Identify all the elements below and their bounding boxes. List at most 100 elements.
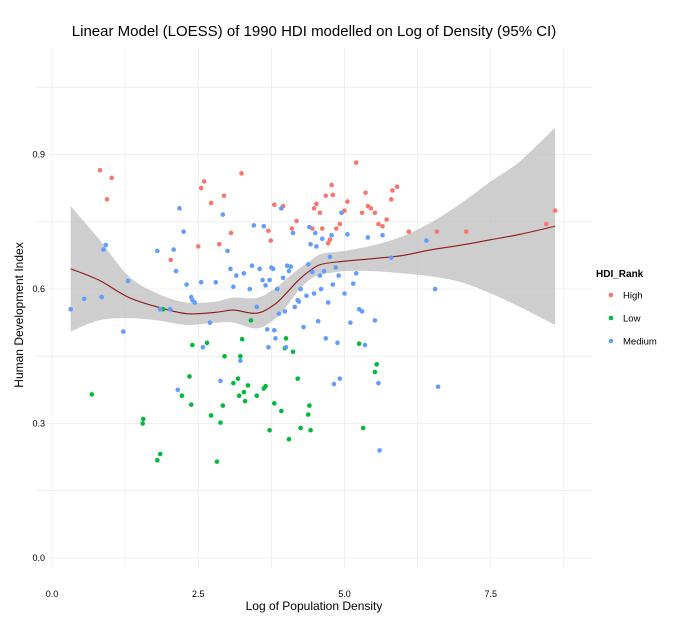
data-point-medium	[181, 229, 186, 234]
data-point-medium	[318, 286, 324, 292]
data-point-medium	[254, 304, 260, 310]
legend-title: HDI_Rank	[596, 269, 644, 280]
data-point-medium	[325, 300, 331, 305]
data-point-medium	[298, 286, 303, 292]
data-point-low	[248, 318, 254, 323]
data-point-medium	[314, 244, 319, 249]
data-point-medium	[288, 264, 293, 269]
x-axis-label: Log of Population Density	[246, 599, 383, 613]
data-point-medium	[339, 210, 344, 216]
data-point-medium	[315, 318, 321, 324]
data-point-medium	[103, 242, 109, 248]
data-point-low	[214, 459, 220, 464]
data-point-low	[140, 416, 146, 422]
data-point-high	[201, 179, 207, 184]
data-point-low	[263, 384, 268, 389]
data-point-high	[208, 200, 214, 206]
data-point-medium	[192, 300, 198, 305]
data-point-medium	[362, 342, 368, 348]
data-point-medium	[228, 266, 233, 272]
data-point-high	[406, 229, 412, 234]
data-point-low	[190, 342, 195, 348]
data-point-low	[356, 341, 362, 347]
data-point-low	[231, 380, 236, 386]
data-point-high	[463, 229, 469, 234]
data-point-medium	[342, 291, 347, 296]
data-point-medium	[184, 282, 189, 287]
data-point-medium	[270, 266, 276, 272]
data-point-medium	[389, 255, 394, 260]
confidence-band-layer	[70, 127, 556, 332]
data-point-high	[221, 193, 227, 199]
data-point-medium	[198, 279, 204, 285]
legend-key-low	[608, 315, 614, 321]
legend-label-medium: Medium	[623, 337, 657, 348]
data-point-medium	[264, 327, 270, 332]
y-tick-label: 0.9	[32, 150, 45, 160]
data-point-low	[286, 436, 292, 442]
x-tick-label: 0.0	[46, 589, 59, 599]
data-point-medium	[312, 230, 318, 236]
data-point-high	[104, 197, 110, 202]
data-point-low	[279, 408, 284, 414]
data-point-high	[380, 223, 385, 229]
legend-key-medium	[608, 338, 614, 344]
data-point-high	[394, 184, 400, 190]
data-point-high	[289, 226, 295, 231]
data-point-high	[311, 206, 317, 211]
data-point-high	[389, 197, 394, 202]
x-tick-label: 5.0	[338, 589, 351, 599]
data-point-medium	[238, 358, 243, 364]
data-point-high	[384, 217, 389, 222]
data-point-medium	[365, 235, 371, 240]
data-point-low	[179, 393, 185, 399]
data-point-medium	[290, 230, 296, 236]
data-point-medium	[257, 266, 262, 272]
data-point-high	[319, 226, 325, 231]
data-point-medium	[330, 282, 336, 287]
data-point-low	[245, 383, 251, 388]
data-point-high	[323, 193, 329, 199]
data-point-medium	[121, 329, 126, 334]
data-point-medium	[157, 306, 163, 312]
fit-line-layer	[70, 225, 556, 315]
data-point-medium	[241, 271, 247, 276]
loess-fit-line	[70, 225, 556, 315]
data-point-high	[363, 190, 368, 195]
data-point-low	[222, 353, 227, 359]
data-point-low	[236, 393, 242, 399]
data-point-high	[434, 229, 440, 234]
data-point-medium	[175, 387, 181, 393]
data-point-low	[239, 336, 245, 342]
data-point-medium	[323, 336, 329, 341]
x-tick-label: 7.5	[484, 589, 497, 599]
data-point-high	[345, 199, 350, 204]
data-point-low	[308, 427, 313, 433]
data-point-medium	[99, 294, 105, 300]
y-tick-label: 0.6	[32, 284, 45, 294]
data-point-medium	[327, 254, 333, 260]
data-point-high	[195, 244, 201, 249]
data-point-low	[218, 420, 223, 425]
legend-label-high: High	[623, 291, 643, 302]
data-point-high	[368, 206, 374, 211]
series-low	[89, 306, 379, 464]
data-point-medium	[225, 248, 230, 254]
data-point-medium	[279, 206, 284, 211]
data-point-low	[307, 403, 312, 408]
data-point-medium	[296, 299, 302, 304]
data-point-high	[327, 237, 333, 243]
data-point-low	[272, 401, 277, 406]
data-point-low	[241, 389, 247, 395]
legend: HDI_Rank High Low Medium	[596, 269, 657, 348]
data-point-medium	[359, 309, 365, 314]
data-point-medium	[220, 212, 226, 217]
data-point-high	[359, 210, 365, 216]
data-point-medium	[283, 344, 289, 350]
data-point-high	[268, 238, 274, 243]
data-point-medium	[266, 344, 271, 350]
data-point-medium	[125, 278, 131, 284]
data-point-low	[254, 393, 260, 399]
data-point-medium	[336, 273, 341, 278]
data-point-medium	[435, 384, 441, 390]
